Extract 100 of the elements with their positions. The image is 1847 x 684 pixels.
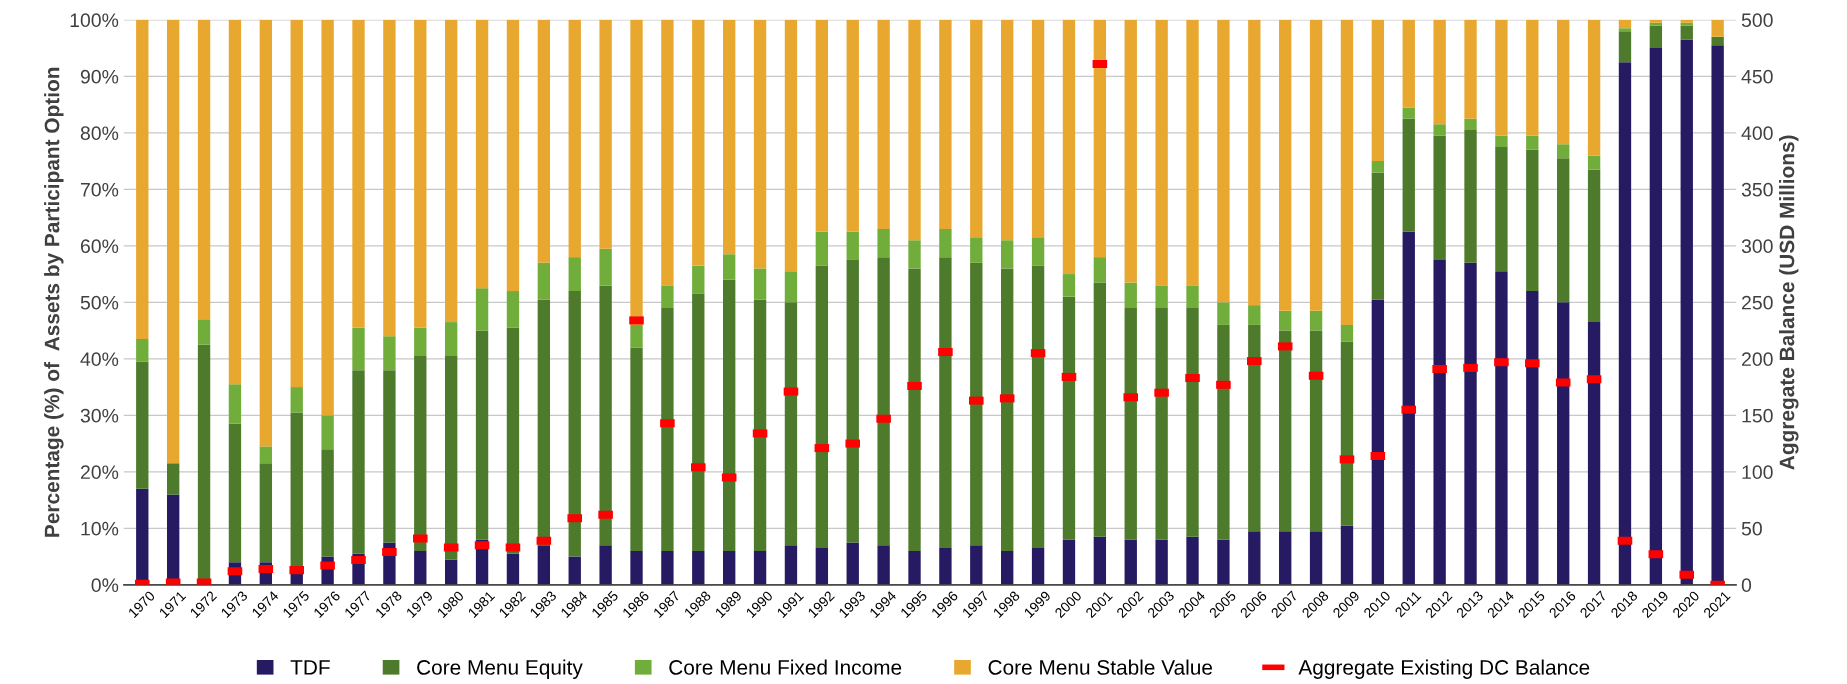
bar	[414, 356, 427, 551]
bar	[970, 262, 983, 546]
bar	[1464, 130, 1477, 263]
y2-tick-label: 50	[1741, 521, 1762, 536]
bar	[1031, 237, 1045, 266]
bar	[1124, 539, 1137, 585]
bar	[1649, 48, 1663, 585]
bar	[1309, 330, 1323, 532]
bar	[537, 545, 551, 585]
bar	[1001, 19, 1014, 241]
bar	[630, 347, 643, 551]
bar	[1031, 265, 1045, 549]
bar	[661, 285, 674, 308]
bar	[414, 327, 427, 356]
y2-tick-label: 400	[1741, 126, 1773, 141]
bar	[1433, 259, 1446, 585]
bar	[1124, 282, 1137, 308]
bar	[568, 257, 581, 292]
bar	[939, 548, 952, 585]
bar	[1495, 135, 1508, 147]
bar	[1124, 19, 1137, 283]
y-tick-label: 10%	[81, 521, 119, 536]
bar	[1062, 274, 1076, 297]
legend-label: TDF	[290, 660, 330, 675]
bar	[197, 19, 211, 320]
bar	[1124, 307, 1137, 540]
bar	[1062, 19, 1076, 275]
y2-tick-label: 450	[1741, 69, 1773, 84]
bar	[1217, 539, 1230, 585]
bar	[908, 240, 921, 269]
bar	[1093, 536, 1107, 585]
bar	[506, 19, 520, 292]
bar	[352, 327, 365, 371]
bar	[753, 299, 767, 551]
bar	[1618, 62, 1632, 585]
bar	[506, 291, 520, 328]
bar	[1248, 305, 1261, 325]
bar	[1526, 291, 1539, 585]
bar	[599, 248, 612, 286]
y-tick-label: 20%	[80, 465, 119, 480]
bar	[475, 330, 489, 540]
bar	[506, 327, 520, 554]
bar	[1402, 118, 1415, 232]
bar	[1093, 257, 1107, 283]
bar	[475, 19, 489, 289]
bar	[1433, 19, 1446, 125]
bar	[228, 423, 242, 563]
bar	[1340, 525, 1354, 585]
bar	[1340, 324, 1354, 342]
bar	[970, 19, 983, 238]
bar	[537, 19, 551, 263]
bar	[970, 237, 983, 263]
bar	[1248, 531, 1261, 585]
bar	[136, 361, 149, 489]
bar	[1031, 548, 1045, 585]
bar	[1557, 19, 1570, 145]
y2-tick-label: 350	[1741, 182, 1773, 197]
bar	[1279, 531, 1292, 585]
bar	[1062, 296, 1076, 540]
bar	[568, 19, 581, 258]
bar	[166, 463, 180, 495]
bar	[846, 542, 859, 585]
bar	[1371, 172, 1385, 300]
bar	[784, 545, 798, 585]
bar	[1248, 19, 1261, 306]
bar	[784, 19, 798, 272]
bar	[321, 415, 334, 450]
bar	[568, 556, 581, 585]
bar	[753, 550, 767, 585]
bar	[1557, 158, 1570, 303]
bar	[1001, 550, 1014, 585]
bar	[877, 19, 890, 229]
bar	[1464, 19, 1477, 119]
bar	[784, 271, 798, 303]
bar	[1680, 25, 1693, 40]
bar	[908, 268, 921, 551]
bar	[1093, 19, 1107, 258]
bar	[1340, 341, 1354, 526]
bar	[1001, 240, 1014, 269]
bar	[661, 19, 674, 286]
bar	[970, 545, 983, 585]
bar	[259, 19, 273, 447]
bar	[1587, 169, 1601, 323]
bar	[846, 259, 859, 543]
bar	[1495, 146, 1508, 272]
bar	[197, 319, 211, 345]
bar	[1309, 19, 1323, 311]
bar	[877, 545, 890, 585]
bar	[1001, 268, 1014, 551]
y2-tick-label: 0	[1741, 578, 1752, 593]
bar	[661, 550, 674, 585]
y-tick-label: 70%	[80, 182, 119, 197]
bar	[1402, 107, 1415, 119]
bar	[1618, 19, 1632, 29]
bar	[1495, 19, 1508, 136]
bar	[1433, 124, 1446, 136]
bar	[1155, 285, 1168, 308]
bar	[1587, 19, 1601, 156]
bar	[784, 302, 798, 546]
bar	[692, 19, 705, 266]
